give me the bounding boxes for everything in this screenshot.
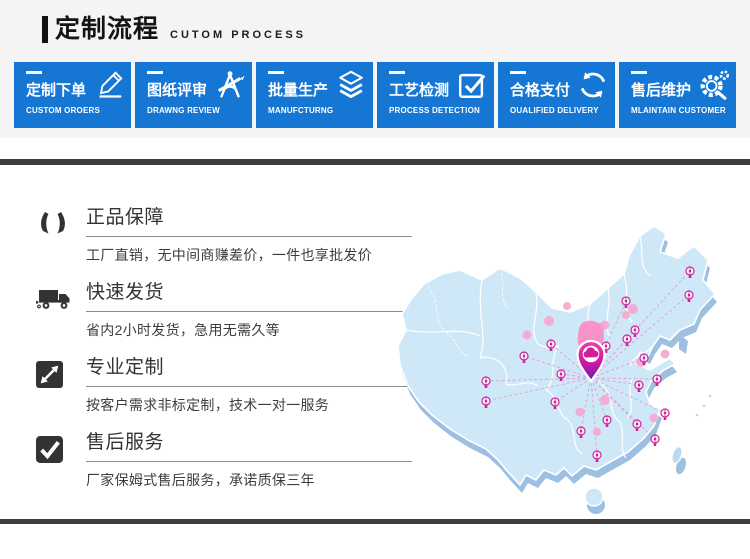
process-step-process-detection: 工艺检测 PROCESS DETECTION: [377, 62, 494, 128]
pencil-icon: [93, 69, 125, 101]
top-strip: 定制流程 CUTOM PROCESS 定制下单 CUSTOM OROERS 图纸…: [0, 0, 750, 138]
step-title-en: CUSTOM OROERS: [26, 106, 101, 115]
gear-service-icon: [698, 69, 730, 101]
step-title-en: PROCESS DETECTION: [389, 106, 480, 115]
header-accent-bar: [42, 16, 48, 44]
guarantee-desc: 按客户需求非标定制，技术一对一服务: [86, 397, 330, 413]
cloud-glyph: [583, 347, 599, 358]
dash-mark: [268, 71, 284, 74]
guarantee-desc: 厂家保姆式售后服务，承诺质保三年: [86, 472, 315, 488]
guarantee-title: 售后服务: [86, 427, 412, 462]
layers-icon: [335, 69, 367, 101]
divider-top: [0, 159, 750, 165]
page-subtitle: CUTOM PROCESS: [170, 29, 306, 42]
step-title-zh: 批量生产: [268, 82, 329, 99]
section-header: 定制流程 CUTOM PROCESS: [42, 14, 306, 45]
step-title-zh: 工艺检测: [389, 82, 450, 99]
step-title-en: OUALIFIED DELIVERY: [510, 106, 599, 115]
guarantee-title: 正品保障: [86, 202, 412, 237]
checkbox-icon: [456, 69, 488, 101]
guarantee-authentic: 正品保障 工厂直销，无中间商赚差价，一件也享批发价: [36, 202, 412, 265]
guarantee-desc: 省内2小时发货，急用无需久等: [86, 322, 280, 338]
step-title-en: DRAWNG REVIEW: [147, 106, 220, 115]
korea-sliver: [679, 334, 688, 354]
guarantee-fast-shipping: 快速发货 省内2小时发货，急用无需久等: [36, 277, 412, 340]
step-title-zh: 定制下单: [26, 82, 87, 99]
dash-mark: [510, 71, 526, 74]
guarantee-title: 快速发货: [86, 277, 412, 312]
drafting-tools-icon: [214, 69, 246, 101]
guarantee-custom: 专业定制 按客户需求非标定制，技术一对一服务: [36, 352, 412, 415]
main-location-pin: [576, 339, 606, 383]
dash-mark: [147, 71, 163, 74]
step-title-zh: 售后维护: [631, 82, 692, 99]
process-step-maintain-customer: 售后维护 MLAINTAIN CUSTOMER: [619, 62, 736, 128]
dash-mark: [389, 71, 405, 74]
step-title-zh: 图纸评审: [147, 82, 208, 99]
dash-mark: [631, 71, 647, 74]
guarantee-after-sales: 售后服务 厂家保姆式售后服务，承诺质保三年: [36, 427, 412, 490]
province-borders-dashed: [427, 267, 509, 357]
step-title-en: MANUFCTURNG: [268, 106, 334, 115]
guarantee-title: 专业定制: [86, 352, 412, 387]
hainan-island: [584, 487, 604, 507]
truck-icon: [36, 286, 72, 320]
route-lines: [485, 270, 691, 456]
checkmark-icon: [36, 436, 72, 470]
process-steps-row: 定制下单 CUSTOM OROERS 图纸评审: [14, 62, 736, 128]
china-map: [398, 225, 717, 514]
process-step-manufacturing: 批量生产 MANUFCTURNG: [256, 62, 373, 128]
process-step-custom-orders: 定制下单 CUSTOM OROERS: [14, 62, 131, 128]
process-step-drawing-review: 图纸评审 DRAWNG REVIEW: [135, 62, 252, 128]
guarantee-desc: 工厂直销，无中间商赚差价，一件也享批发价: [86, 247, 372, 263]
hands-icon: [36, 211, 72, 245]
small-islands: [695, 394, 712, 417]
resize-arrow-icon: [36, 361, 72, 395]
refresh-icon: [577, 69, 609, 101]
step-title-zh: 合格支付: [510, 82, 571, 99]
divider-bottom: [0, 519, 750, 524]
city-dots: [522, 302, 670, 436]
process-step-qualified-delivery: 合格支付 OUALIFIED DELIVERY: [498, 62, 615, 128]
taiwan-island: [671, 446, 683, 464]
page-title: 定制流程: [55, 15, 160, 43]
dash-mark: [26, 71, 42, 74]
step-title-en: MLAINTAIN CUSTOMER: [631, 106, 726, 115]
